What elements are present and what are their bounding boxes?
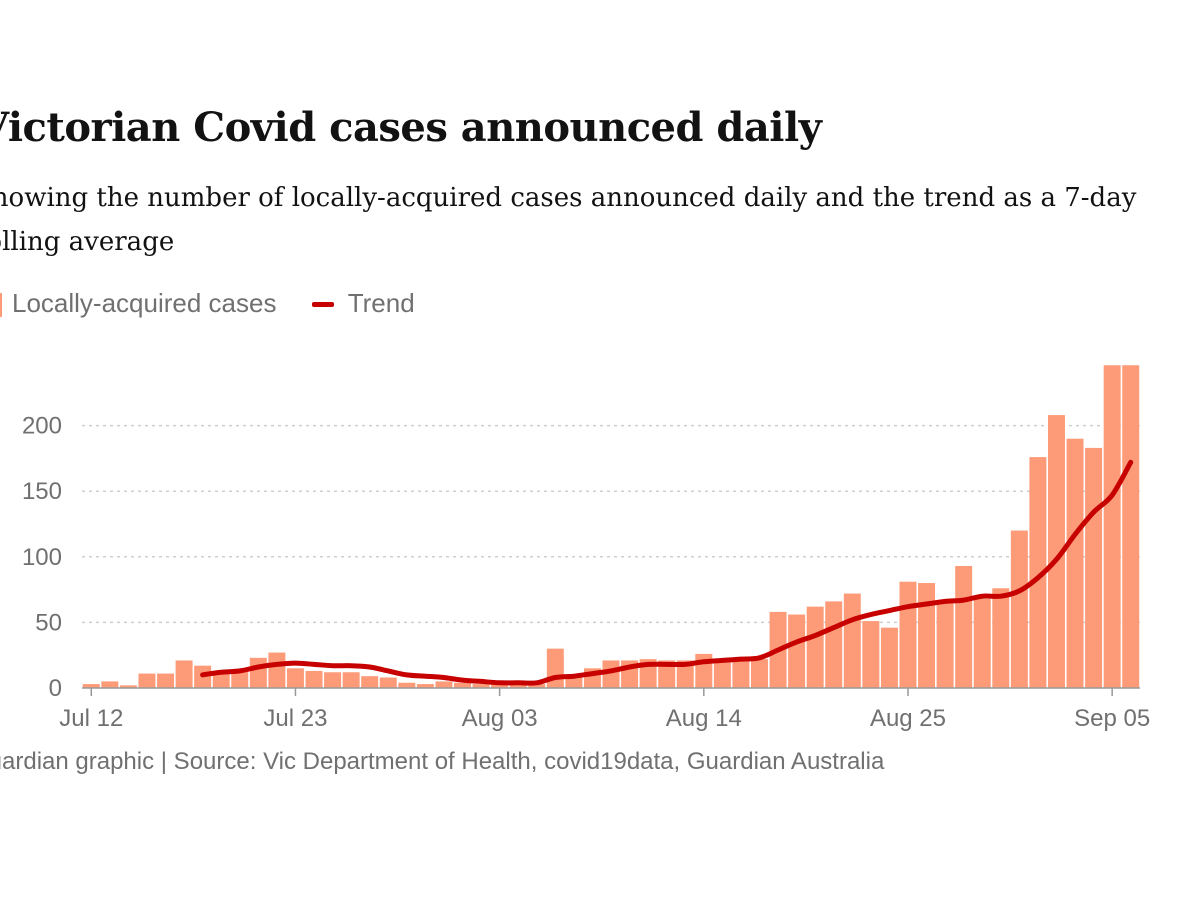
chart-plot: 0 50 100 150 200 Jul 12 Jul 23 Aug 03 Aug 14 Aug… — [22, 365, 1150, 732]
x-tick-label-2021-07-23: Jul 23 — [263, 705, 327, 732]
bar-2021-08-06 — [546, 648, 564, 688]
bar-2021-07-26 — [342, 672, 360, 688]
bar-2021-07-27 — [361, 676, 379, 688]
y-tick-label-150: 150 — [22, 478, 62, 505]
bar-2021-08-13 — [676, 660, 694, 688]
bar-2021-07-12 — [82, 684, 100, 688]
bar-2021-09-02 — [1047, 415, 1065, 688]
bar-2021-08-22 — [843, 593, 861, 688]
bar-2021-08-28 — [955, 565, 973, 688]
chart-source: Guardian graphic | Source: Vic Departmen… — [0, 748, 885, 775]
y-tick-label-100: 100 — [22, 544, 62, 571]
bar-2021-08-02 — [472, 684, 490, 688]
bar-2021-07-28 — [379, 677, 397, 688]
bar-2021-07-16 — [157, 673, 175, 688]
legend-label-cases: Locally-acquired cases — [12, 287, 277, 318]
bar-2021-08-01 — [454, 682, 471, 688]
bar-2021-08-23 — [862, 621, 880, 688]
bar-2021-08-04 — [509, 684, 527, 688]
bar-2021-07-30 — [416, 684, 434, 688]
bar-2021-07-20 — [231, 670, 249, 688]
bar-2021-09-05 — [1103, 365, 1121, 688]
bar-2021-08-03 — [491, 684, 509, 688]
bar-2021-08-21 — [825, 601, 843, 688]
bar-2021-07-15 — [138, 673, 156, 688]
bar-2021-07-23 — [286, 668, 304, 688]
bar-2021-08-05 — [528, 684, 546, 688]
bar-2021-07-25 — [324, 672, 342, 688]
x-tick-label-2021-07-12: Jul 12 — [59, 705, 123, 732]
y-tick-label-0: 0 — [49, 675, 62, 702]
bar-2021-08-24 — [880, 627, 898, 688]
chart-legend: Locally-acquired cases Trend — [0, 286, 415, 320]
legend-swatch-trend — [311, 302, 334, 308]
y-axis: 0 50 100 150 200 — [22, 413, 62, 702]
x-tick-label-2021-08-03: Aug 03 — [462, 705, 538, 732]
x-axis: Jul 12 Jul 23 Aug 03 Aug 14 Aug 25 Sep 05 — [59, 687, 1150, 732]
y-tick-label-200: 200 — [22, 413, 62, 440]
y-tick-label-50: 50 — [35, 609, 62, 636]
bar-2021-08-16 — [732, 660, 750, 688]
bar-2021-09-04 — [1085, 447, 1103, 688]
legend-label-trend: Trend — [347, 287, 415, 318]
legend-swatch-cases — [0, 292, 2, 317]
bar-2021-07-14 — [119, 685, 137, 688]
bar-2021-08-17 — [751, 659, 768, 688]
bar-2021-07-21 — [249, 657, 267, 688]
bar-2021-08-20 — [806, 606, 824, 688]
x-tick-label-2021-09-05: Sep 05 — [1074, 705, 1150, 732]
bar-2021-07-24 — [305, 670, 323, 688]
bar-2021-08-29 — [973, 598, 991, 688]
bar-2021-08-30 — [992, 588, 1010, 688]
bar-2021-09-03 — [1066, 438, 1084, 688]
bar-2021-07-17 — [175, 660, 193, 688]
trend-series — [200, 459, 1134, 686]
x-tick-label-2021-08-25: Aug 25 — [870, 705, 946, 732]
bar-2021-07-31 — [435, 681, 453, 688]
bar-2021-08-25 — [899, 581, 917, 688]
chart-title: Victorian Covid cases announced daily — [0, 104, 822, 151]
bar-2021-08-26 — [918, 583, 936, 688]
x-tick-label-2021-08-14: Aug 14 — [666, 705, 742, 732]
legend-item-trend: Trend — [284, 288, 415, 319]
bar-2021-09-01 — [1029, 457, 1047, 688]
bar-2021-08-31 — [1010, 530, 1028, 688]
bar-2021-08-15 — [713, 661, 731, 688]
bar-2021-09-06 — [1122, 365, 1140, 688]
bar-2021-08-19 — [788, 614, 806, 688]
bars — [82, 365, 1140, 688]
bar-2021-08-09 — [602, 660, 620, 688]
bar-2021-08-12 — [658, 660, 676, 688]
legend-item-cases: Locally-acquired cases — [0, 288, 276, 319]
bar-2021-07-22 — [268, 652, 286, 688]
bar-2021-07-29 — [398, 682, 416, 688]
trend-line — [200, 459, 1134, 686]
grid-lines — [82, 424, 1140, 624]
chart-subtitle: Showing the number of locally-acquired c… — [0, 183, 1137, 257]
bar-2021-08-27 — [936, 600, 954, 688]
bar-2021-08-07 — [565, 677, 583, 688]
bar-2021-07-13 — [101, 681, 119, 688]
